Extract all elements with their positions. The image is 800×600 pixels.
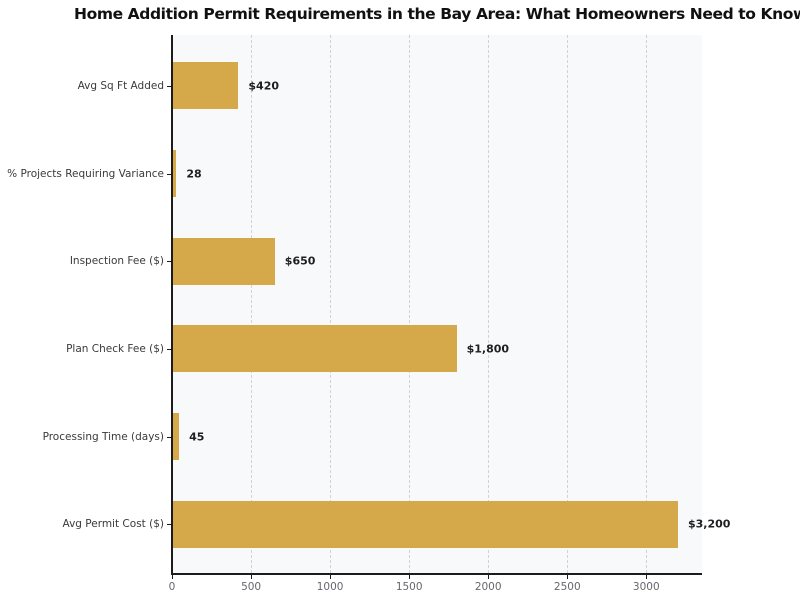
x-tick-label-2000: 2000 [474, 581, 502, 593]
x-tick-label-3000: 3000 [632, 581, 660, 593]
plot-area [172, 35, 702, 573]
x-tick-mark-2500 [567, 575, 569, 579]
chart-title: Home Addition Permit Requirements in the… [74, 5, 800, 23]
y-tick-mark-0 [167, 85, 171, 87]
bar-value-label-4: 45 [189, 430, 205, 444]
left-spine [171, 35, 173, 573]
category-label-3: Plan Check Fee ($) [66, 342, 164, 355]
x-tick-mark-1000 [330, 575, 332, 579]
bar-0 [172, 62, 239, 110]
category-label-1: % Projects Requiring Variance [7, 167, 164, 180]
gridline-x-500 [251, 35, 253, 573]
bar-value-label-5: $3,200 [688, 517, 731, 531]
x-tick-label-0: 0 [168, 581, 176, 593]
gridline-x-3000 [646, 35, 648, 573]
category-label-4: Processing Time (days) [42, 430, 164, 443]
category-label-5: Avg Permit Cost ($) [62, 518, 165, 531]
x-tick-label-1000: 1000 [316, 581, 344, 593]
x-tick-mark-3000 [646, 575, 648, 579]
y-tick-mark-1 [167, 173, 171, 175]
y-tick-mark-3 [167, 348, 171, 350]
bar-5 [172, 500, 678, 548]
bar-3 [172, 325, 457, 373]
gridline-x-2000 [488, 35, 490, 573]
x-tick-label-500: 500 [241, 581, 262, 593]
bottom-spine [171, 573, 702, 575]
gridline-x-1000 [330, 35, 332, 573]
bar-1 [172, 150, 177, 197]
gridline-x-2500 [567, 35, 569, 573]
category-label-2: Inspection Fee ($) [69, 255, 164, 268]
gridline-x-1500 [409, 35, 411, 573]
x-tick-mark-2000 [488, 575, 490, 579]
y-tick-mark-2 [167, 261, 171, 263]
bar-4 [172, 413, 180, 461]
y-tick-mark-4 [167, 436, 171, 438]
x-tick-label-1500: 1500 [395, 581, 423, 593]
bar-value-label-0: $420 [248, 79, 280, 93]
bar-2 [172, 237, 275, 285]
y-tick-mark-5 [167, 524, 171, 526]
bar-value-label-2: $650 [284, 254, 316, 268]
category-label-0: Avg Sq Ft Added [77, 79, 164, 92]
x-tick-label-2500: 2500 [553, 581, 581, 593]
x-tick-mark-1500 [409, 575, 411, 579]
x-tick-mark-0 [172, 575, 173, 579]
bar-value-label-3: $1,800 [466, 342, 510, 356]
bar-value-label-1: 28 [186, 167, 202, 180]
x-tick-mark-500 [251, 575, 253, 579]
